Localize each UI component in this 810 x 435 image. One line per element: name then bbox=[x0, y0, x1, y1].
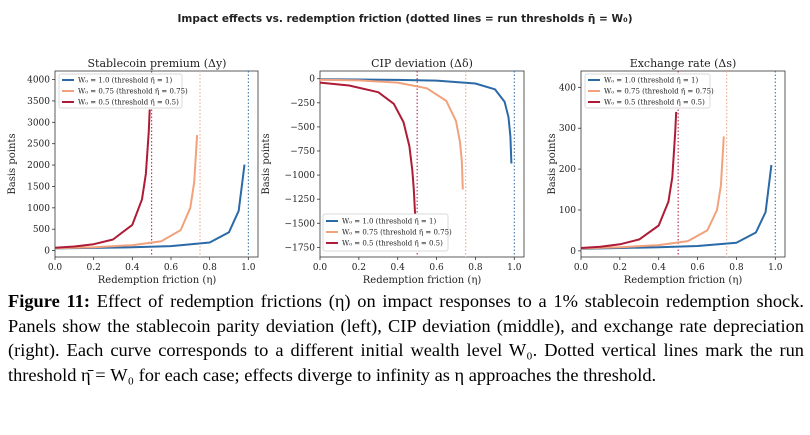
x-tick-label: 0.8 bbox=[468, 263, 483, 273]
y-tick-label: −1000 bbox=[285, 171, 316, 181]
legend-label-w05: W₀ = 0.5 (threshold η̄ = 0.5) bbox=[78, 99, 179, 107]
y-tick-label: 100 bbox=[559, 206, 576, 216]
x-tick-label: 0.8 bbox=[729, 263, 744, 273]
y-tick-label: 0 bbox=[44, 247, 50, 257]
series-line-w1 bbox=[580, 164, 773, 250]
legend-label-w075: W₀ = 0.75 (threshold η̄ = 0.75) bbox=[604, 88, 714, 96]
x-tick-label: 0.2 bbox=[352, 263, 366, 273]
x-tick-label: 0.0 bbox=[574, 263, 589, 273]
y-tick-label: 3000 bbox=[27, 118, 50, 128]
caption-label: Figure 11: bbox=[8, 291, 91, 311]
x-tick-label: 0.6 bbox=[690, 263, 705, 273]
y-tick-label: −1250 bbox=[285, 195, 316, 205]
series-line-w05 bbox=[580, 111, 678, 249]
y-tick-label: 300 bbox=[559, 124, 576, 134]
x-tick-label: 0.8 bbox=[203, 263, 218, 273]
legend-label-w075: W₀ = 0.75 (threshold η̄ = 0.75) bbox=[342, 229, 452, 237]
series-line-w075 bbox=[54, 135, 199, 250]
y-axis-label: Basis points bbox=[261, 133, 272, 194]
x-axis-label: Redemption friction (η) bbox=[363, 275, 482, 286]
y-tick-label: 3500 bbox=[27, 97, 50, 107]
legend-label-w1: W₀ = 1.0 (threshold η̄ = 1) bbox=[342, 218, 436, 226]
legend-label-w1: W₀ = 1.0 (threshold η̄ = 1) bbox=[604, 77, 698, 85]
y-tick-label: −750 bbox=[290, 147, 315, 157]
series-line-w075 bbox=[580, 136, 725, 250]
figure-11-chart: Impact effects vs. redemption friction (… bbox=[7, 13, 786, 286]
y-tick-label: −500 bbox=[290, 123, 315, 133]
series-line-w05 bbox=[319, 81, 417, 216]
series-line-w1 bbox=[319, 78, 513, 164]
legend-label-w1: W₀ = 1.0 (threshold η̄ = 1) bbox=[78, 77, 172, 85]
y-tick-label: 200 bbox=[559, 165, 576, 175]
legend-label-w05: W₀ = 0.5 (threshold η̄ = 0.5) bbox=[604, 99, 705, 107]
caption-text: Effect of redemption frictions (η) on im… bbox=[8, 291, 805, 385]
panel-title: CIP deviation (Δδ) bbox=[371, 57, 473, 70]
x-tick-label: 1.0 bbox=[507, 263, 522, 273]
y-tick-label: −1750 bbox=[285, 243, 316, 253]
plot-area bbox=[54, 70, 259, 258]
figure-caption: Figure 11: Effect of redemption friction… bbox=[8, 289, 804, 387]
series-line-w05 bbox=[54, 109, 151, 249]
x-tick-label: 1.0 bbox=[768, 263, 783, 273]
x-tick-label: 0.2 bbox=[87, 263, 101, 273]
y-tick-label: 2000 bbox=[27, 161, 50, 171]
plot-area bbox=[580, 70, 786, 258]
legend-box bbox=[58, 73, 183, 109]
legend: W₀ = 1.0 (threshold η̄ = 1) W₀ = 0.75 (t… bbox=[584, 73, 714, 109]
figure-suptitle: Impact effects vs. redemption friction (… bbox=[178, 13, 633, 25]
x-tick-label: 0.0 bbox=[48, 263, 63, 273]
legend-label-w075: W₀ = 0.75 (threshold η̄ = 0.75) bbox=[78, 88, 188, 96]
legend: W₀ = 1.0 (threshold η̄ = 1) W₀ = 0.75 (t… bbox=[58, 73, 188, 109]
x-tick-label: 0.0 bbox=[313, 263, 328, 273]
y-tick-label: 500 bbox=[33, 225, 50, 235]
x-axis-label: Redemption friction (η) bbox=[98, 275, 217, 286]
y-tick-label: 4000 bbox=[27, 76, 50, 86]
series-line-w1 bbox=[54, 164, 246, 250]
panel-cip-deviation: CIP deviation (Δδ) 0.0 0.2 0.4 0.6 0.8 1.0 0 −… bbox=[261, 57, 525, 286]
y-tick-label: −250 bbox=[290, 99, 315, 109]
legend-label-w05: W₀ = 0.5 (threshold η̄ = 0.5) bbox=[342, 240, 443, 248]
panel-exchange-rate: Exchange rate (Δs) 0.0 0.2 0.4 0.6 0.8 1.0 0 1… bbox=[547, 57, 786, 286]
y-tick-label: 400 bbox=[559, 83, 576, 93]
y-tick-label: 0 bbox=[309, 75, 315, 85]
y-tick-label: 1500 bbox=[27, 182, 50, 192]
x-tick-label: 0.4 bbox=[652, 263, 667, 273]
legend-box bbox=[584, 73, 711, 109]
y-axis-label: Basis points bbox=[547, 133, 558, 194]
y-tick-label: −1500 bbox=[285, 219, 316, 229]
y-axis-label: Basis points bbox=[7, 133, 18, 194]
panel-title: Stablecoin premium (Δy) bbox=[88, 57, 227, 70]
panel-stablecoin-premium: Stablecoin premium (Δy) 0.0 0.2 0.4 0.6 0.8 1… bbox=[7, 57, 259, 286]
x-tick-label: 0.4 bbox=[125, 263, 140, 273]
x-tick-label: 1.0 bbox=[241, 263, 256, 273]
plot-area bbox=[319, 70, 525, 258]
panel-title: Exchange rate (Δs) bbox=[630, 57, 737, 70]
y-tick-label: 1000 bbox=[27, 204, 50, 214]
x-tick-label: 0.6 bbox=[429, 263, 444, 273]
y-tick-label: 0 bbox=[570, 247, 576, 257]
y-tick-label: 2500 bbox=[27, 140, 50, 150]
x-tick-label: 0.2 bbox=[613, 263, 627, 273]
x-axis-label: Redemption friction (η) bbox=[624, 275, 743, 286]
legend: W₀ = 1.0 (threshold η̄ = 1) W₀ = 0.75 (t… bbox=[322, 213, 452, 252]
x-tick-label: 0.6 bbox=[164, 263, 179, 273]
x-tick-label: 0.4 bbox=[391, 263, 406, 273]
legend-box bbox=[322, 213, 449, 252]
series-line-w075 bbox=[319, 78, 464, 190]
